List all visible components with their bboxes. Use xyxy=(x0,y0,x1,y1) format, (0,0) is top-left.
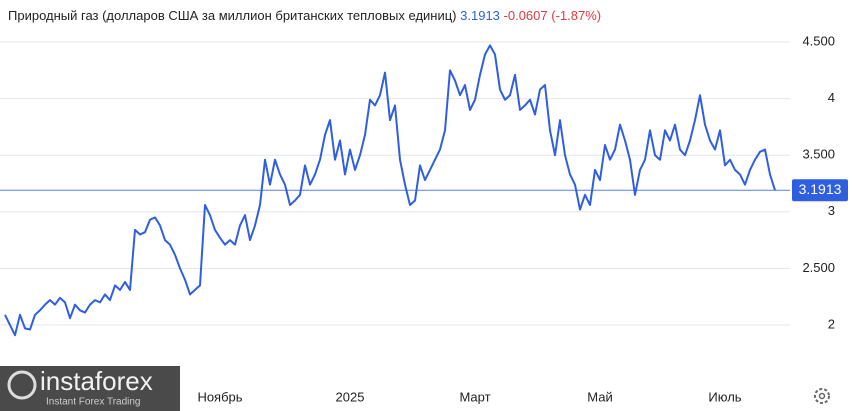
price-line xyxy=(4,44,776,337)
x-tick-label: Ноябрь xyxy=(197,389,242,404)
logo-tagline: Instant Forex Trading xyxy=(46,397,141,408)
price: 3.1913 xyxy=(460,8,500,23)
gear-center[interactable] xyxy=(818,392,826,400)
logo-icon xyxy=(7,370,37,400)
y-tick-label: 4.500 xyxy=(802,33,835,48)
x-tick-label: Май xyxy=(587,389,612,404)
y-tick-label: 3.500 xyxy=(802,147,835,162)
gear[interactable] xyxy=(814,388,830,404)
y-tick-label: 2.500 xyxy=(802,260,835,275)
y-tick-label: 3 xyxy=(828,203,835,218)
settings-icon[interactable] xyxy=(814,388,830,404)
x-tick-label: Март xyxy=(459,389,490,404)
last-price-badge xyxy=(792,179,848,202)
y-tick-label: 4 xyxy=(828,90,835,105)
x-tick-label: 2025 xyxy=(336,389,365,404)
x-tick-label: Июль xyxy=(708,389,741,404)
y-tick-label: 2 xyxy=(828,316,835,331)
instrument-name: Природный газ (долларов США за миллион б… xyxy=(8,8,457,23)
change: -0.0607 (-1.87%) xyxy=(504,8,602,23)
logo-name: instaforex xyxy=(40,366,153,396)
title: Природный газ (долларов США за миллион б… xyxy=(8,8,601,23)
plot-area: 2 2.500 3 3.500 4 4.500 Ноябрь 2025 Март Май Июль 3… xyxy=(0,33,848,404)
last-price-label: 3.1913 xyxy=(799,181,842,197)
